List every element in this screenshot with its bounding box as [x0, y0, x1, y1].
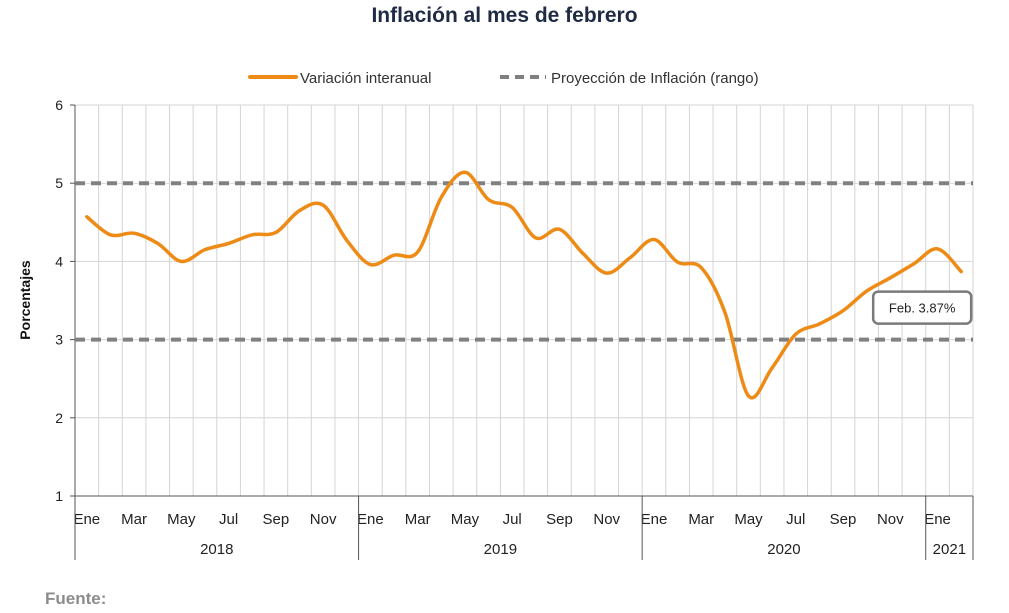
x-tick-label: Sep — [263, 511, 290, 528]
year-label: 2018 — [200, 541, 233, 558]
annotation-box — [871, 290, 973, 325]
y-tick-label: 2 — [55, 410, 63, 426]
series-layer — [75, 170, 973, 400]
y-tick-label: 6 — [55, 97, 63, 113]
x-tick-label: Mar — [405, 511, 431, 528]
x-tick-label: Sep — [546, 511, 573, 528]
x-tick-label: Jul — [786, 511, 805, 528]
x-tick-label: Ene — [73, 511, 100, 528]
legend-label-variacion: Variación interanual — [300, 70, 431, 87]
x-tick-label: Jul — [503, 511, 522, 528]
y-tick-label: 3 — [55, 332, 63, 348]
x-tick-label: Mar — [688, 511, 714, 528]
x-tick-label: Ene — [357, 511, 384, 528]
x-tick-label: May — [451, 511, 480, 528]
x-tick-label: Sep — [830, 511, 857, 528]
x-tick-label: Nov — [310, 511, 337, 528]
x-tick-label: May — [167, 511, 196, 528]
x-tick-label: Nov — [593, 511, 620, 528]
annotation-label: Feb. 3.87% — [889, 301, 956, 316]
legend-label-proyeccion: Proyección de Inflación (rango) — [551, 70, 759, 87]
source-label: Fuente: — [45, 589, 107, 608]
y-axis-label: Porcentajes — [17, 260, 33, 340]
x-tick-label: May — [734, 511, 763, 528]
y-tick-label: 4 — [55, 253, 63, 269]
x-tick-label: Jul — [219, 511, 238, 528]
chart-title: Inflación al mes de febrero — [371, 4, 638, 27]
y-tick-label: 5 — [55, 175, 63, 191]
x-tick-label: Mar — [121, 511, 147, 528]
grid-layer — [74, 104, 974, 497]
annotation-layer: Feb. 3.87% — [871, 290, 973, 325]
year-label: 2020 — [767, 541, 800, 558]
x-tick-label: Ene — [924, 511, 951, 528]
series-line-variacion — [85, 170, 963, 400]
x-tick-label: Ene — [641, 511, 668, 528]
y-tick-label: 1 — [55, 488, 63, 504]
x-tick-label: Nov — [877, 511, 904, 528]
axis-layer: 1 2 3 4 5 6 Ene Mar May Jul Sep Nov Ene Mar May Jul Sep N… — [55, 97, 974, 560]
year-label: 2019 — [484, 541, 517, 558]
year-label: 2021 — [933, 541, 966, 558]
legend: Variación interanual Proyección de Infla… — [248, 70, 759, 87]
